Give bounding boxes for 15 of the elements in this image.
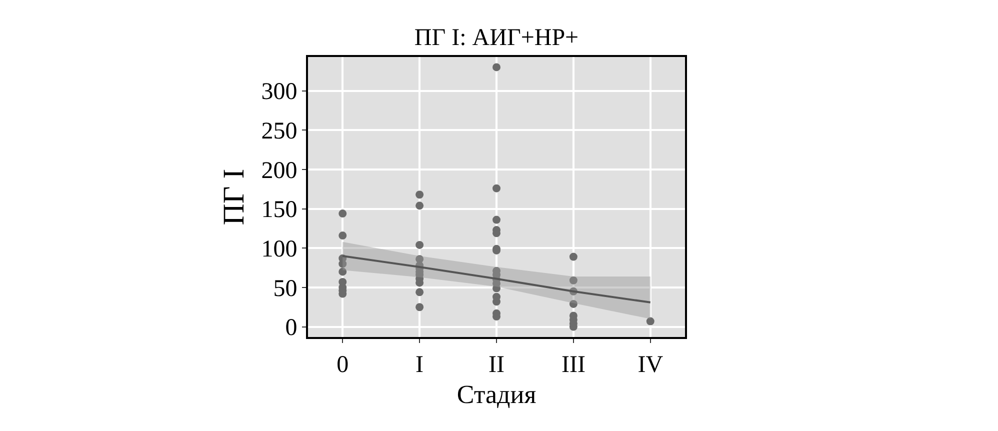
y-tick-label: 50 [273, 276, 298, 302]
y-axis-title: ПГ I [218, 168, 251, 226]
y-tick-label: 100 [261, 236, 298, 263]
chart-title: ПГ I: АИГ+НР+ [414, 25, 579, 52]
y-tick-label: 150 [261, 197, 298, 224]
x-tick-label: IV [638, 352, 664, 378]
y-tick-label: 0 [285, 315, 298, 342]
y-tick-label: 250 [261, 118, 298, 145]
x-tick-label: II [488, 352, 504, 378]
x-axis-title: Стадия [456, 380, 536, 409]
x-tick-label: I [416, 352, 424, 378]
x-tick-label: 0 [336, 352, 349, 378]
y-tick-label: 300 [261, 79, 298, 106]
y-tick-label: 200 [261, 158, 298, 184]
x-tick-label: III [561, 352, 586, 378]
